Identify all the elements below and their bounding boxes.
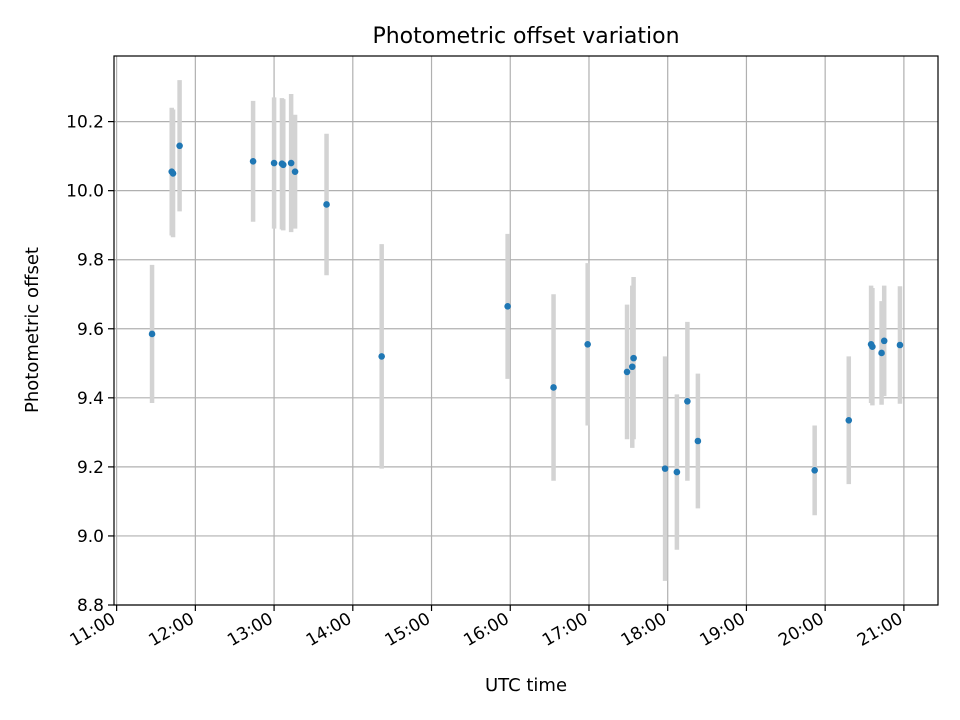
data-point [845, 416, 853, 424]
x-tick-label: 14:00 [303, 609, 355, 651]
y-tick-label: 10.2 [66, 113, 104, 133]
data-point [323, 201, 330, 208]
grid-layer [114, 56, 938, 606]
data-point [249, 158, 257, 165]
data-point [176, 142, 183, 150]
data-point [623, 368, 631, 376]
data-point [148, 330, 156, 338]
x-tick-label: 19:00 [696, 609, 748, 651]
data-point [880, 337, 888, 345]
y-tick-label: 9.8 [77, 251, 104, 271]
y-tick-label: 9.2 [77, 458, 104, 478]
x-tick-label: 21:00 [854, 609, 906, 651]
x-tick-label: 18:00 [618, 609, 670, 651]
errorbar-layer [149, 80, 903, 581]
data-point [504, 303, 511, 310]
chart-title: Photometric offset variation [372, 24, 679, 49]
data-point [279, 161, 287, 169]
x-tick-label: 13:00 [224, 609, 276, 651]
data-point [630, 354, 637, 362]
data-point [673, 468, 681, 476]
data-point [584, 341, 591, 348]
x-tick-label: 20:00 [775, 609, 827, 651]
data-point [550, 384, 557, 391]
y-tick-label: 9.4 [77, 389, 104, 409]
x-tick-label: 12:00 [145, 609, 197, 651]
data-point [270, 159, 278, 167]
y-tick-label: 8.8 [77, 596, 104, 616]
x-tick-label: 16:00 [460, 609, 512, 651]
data-point [869, 343, 876, 351]
data-point [694, 437, 702, 445]
x-tick-label: 17:00 [539, 609, 591, 651]
y-tick-label: 10.0 [66, 182, 104, 202]
data-point [896, 341, 904, 349]
data-point [661, 465, 669, 472]
tick-layer: 11:00 12:00 13:00 14:00 15:00 16:00 17:00 18:00… [66, 113, 906, 651]
data-point [684, 397, 691, 405]
point-layer [148, 142, 904, 476]
data-point [378, 353, 385, 360]
x-tick-label: 15:00 [382, 609, 434, 651]
y-tick-label: 9.6 [77, 320, 104, 340]
y-tick-label: 9.0 [77, 527, 104, 547]
data-point [811, 467, 818, 474]
data-point [287, 159, 295, 167]
data-point [291, 168, 299, 175]
y-axis-label: Photometric offset [22, 247, 43, 413]
data-point [878, 349, 885, 357]
x-axis-label: UTC time [485, 675, 567, 696]
data-point [628, 363, 636, 371]
data-point [169, 170, 177, 177]
plot-frame [113, 55, 939, 606]
